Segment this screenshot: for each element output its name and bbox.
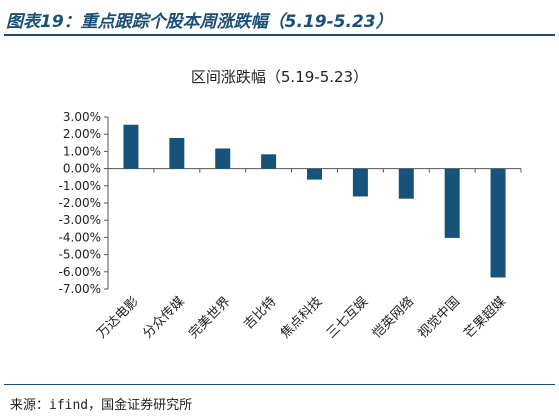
x-tick-label: 芒果超媒 [461, 294, 509, 342]
y-tick-label: -2.00% [59, 196, 101, 210]
bar [169, 137, 185, 169]
bar [490, 168, 506, 278]
header-divider [4, 34, 555, 36]
y-tick-label: -1.00% [59, 179, 101, 193]
x-tick-label: 完美世界 [186, 294, 233, 341]
y-tick-label: 2.00% [63, 127, 101, 141]
chart-title: 区间涨跌幅（5.19-5.23） [190, 68, 369, 86]
bar [398, 168, 414, 199]
bar [215, 148, 231, 169]
x-tick-label: 万达电影 [94, 294, 141, 341]
y-tick-label: -6.00% [59, 265, 101, 279]
figure-title: 图表19：重点跟踪个股本周涨跌幅（5.19-5.23） [6, 12, 393, 32]
figure-header: 图表19：重点跟踪个股本周涨跌幅（5.19-5.23） [4, 4, 555, 34]
x-tick-label: 焦点科技 [278, 294, 325, 341]
y-tick-label: -7.00% [59, 282, 101, 296]
bar [261, 154, 277, 169]
source-note: 来源：ifind，国金证券研究所 [10, 398, 193, 413]
y-tick-label: -4.00% [59, 230, 101, 244]
bar [307, 168, 322, 180]
y-tick-label: 3.00% [63, 110, 101, 124]
x-tick-label: 吉比特 [241, 294, 279, 332]
x-tick-label: 三七互娱 [324, 294, 371, 341]
bar [352, 168, 368, 197]
y-tick-label: -5.00% [59, 248, 101, 262]
y-tick-label: 1.00% [63, 144, 101, 158]
x-tick-label: 视觉中国 [416, 294, 463, 341]
footer-divider [4, 384, 555, 385]
bar [444, 168, 460, 238]
y-tick-label: 0.00% [63, 162, 101, 176]
y-tick-label: -3.00% [59, 213, 101, 227]
x-tick-label: 恺英网络 [369, 294, 417, 342]
bar [123, 124, 139, 169]
x-tick-label: 分众传媒 [140, 294, 187, 341]
